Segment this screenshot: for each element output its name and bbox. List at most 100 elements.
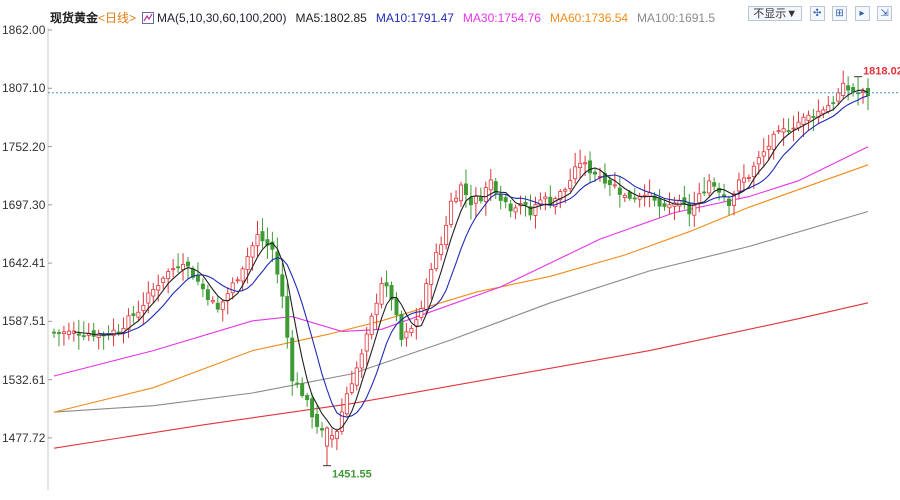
candle-body [161, 277, 166, 283]
candle-body [419, 308, 424, 318]
candle-body [667, 204, 672, 209]
candle-body [111, 329, 116, 337]
candle-body [230, 282, 235, 294]
candle-body [141, 304, 146, 311]
candle-body [707, 180, 712, 194]
candle-body [756, 157, 761, 165]
candle-body [652, 195, 657, 201]
ma-value-3: MA60:1736.54 [549, 11, 629, 25]
candle-body [712, 182, 717, 187]
long-moving-averages [53, 146, 869, 449]
candle-body [210, 300, 215, 303]
candle-body [746, 177, 751, 179]
candle-body [731, 193, 736, 206]
candle-body [702, 191, 707, 194]
candle-body [558, 191, 563, 201]
candle-body [329, 435, 334, 440]
ma-value-4: MA100:1691.5 [637, 11, 716, 25]
candle-body [61, 331, 66, 334]
candle-body [468, 197, 473, 206]
candle-body [176, 266, 181, 269]
candle-body [339, 411, 344, 432]
candle-body [513, 207, 518, 213]
candle-body [389, 285, 394, 300]
chart-toolbar: 不显示▼ ✣ ⊞ ▸ ⇲ [745, 6, 892, 24]
instrument-title: 现货黄金 [50, 11, 99, 25]
candle-body [776, 130, 781, 133]
candle-body [151, 288, 156, 297]
candle-body [290, 337, 295, 382]
candle-body [310, 398, 315, 418]
candle-body [766, 145, 771, 150]
candle-body [305, 395, 310, 401]
candle-body [727, 198, 732, 206]
candle-body [186, 261, 191, 267]
hide-indicator-button[interactable]: 不显示▼ [748, 6, 803, 21]
candle-body [52, 331, 57, 334]
zoom-in-icon[interactable]: ⊞ [832, 6, 848, 21]
y-tick-label: 1587.51 [2, 314, 46, 329]
candle-body [478, 197, 483, 202]
candle-body [374, 302, 379, 316]
candle-body [205, 289, 210, 300]
low-marker-label: 1451.55 [332, 469, 372, 481]
candle-body [533, 204, 538, 216]
candle-body [781, 128, 786, 133]
candle-body [334, 431, 339, 440]
candle-body [449, 200, 454, 225]
candle-body [543, 196, 548, 200]
candle-body [836, 92, 841, 102]
export-icon[interactable]: ⇲ [877, 6, 892, 21]
chart-overlay: 1818.02 1451.55 [48, 66, 900, 481]
candle-body [156, 285, 161, 291]
zoom-out-icon[interactable]: ▸ [854, 6, 870, 21]
candle-body [424, 283, 429, 310]
candle-body [473, 195, 478, 204]
candle-body [364, 333, 369, 352]
candle-body [697, 193, 702, 203]
ma200-line [53, 302, 869, 449]
candle-body [508, 203, 513, 212]
candle-body [280, 274, 285, 297]
candle-body [146, 292, 151, 304]
candle-body [458, 184, 463, 202]
candle-body [612, 184, 617, 187]
indicator-icon[interactable] [142, 12, 155, 24]
candle-body [454, 197, 459, 202]
candle-body [359, 353, 364, 369]
ma-header[interactable]: MA(5,10,30,60,100,200) [157, 11, 287, 25]
candle-body [245, 256, 250, 271]
candle-body [349, 383, 354, 393]
candle-body [593, 171, 598, 175]
candle-body [846, 85, 851, 91]
candle-body [662, 203, 667, 207]
candle-body [384, 282, 389, 287]
candle-body [771, 133, 776, 150]
candle-body [275, 251, 280, 275]
candle-body [195, 274, 200, 282]
chart-legend: 现货黄金<日线> MA(5,10,30,60,100,200) MA5:1802.… [50, 9, 733, 27]
candle-body [488, 179, 493, 191]
y-tick-label: 1752.20 [2, 139, 46, 154]
candle-body [324, 427, 329, 447]
y-tick-label: 1477.72 [2, 430, 46, 445]
candle-body [409, 327, 414, 333]
candle-body [394, 298, 399, 316]
candle-body [791, 127, 796, 130]
candle-body [131, 313, 136, 316]
candle-body [826, 105, 831, 112]
candle-body [76, 333, 81, 336]
candle-body [295, 382, 300, 385]
candle-body [66, 330, 71, 335]
candle-body [220, 301, 225, 311]
candle-body [136, 311, 141, 318]
candle-body [215, 302, 220, 310]
candle-body [354, 367, 359, 386]
candle-body [379, 283, 384, 305]
candle-body [429, 269, 434, 285]
period-label[interactable]: <日线> [98, 11, 137, 25]
move-icon[interactable]: ✣ [809, 6, 825, 21]
candle-body [528, 206, 533, 216]
candle-body [439, 244, 444, 255]
